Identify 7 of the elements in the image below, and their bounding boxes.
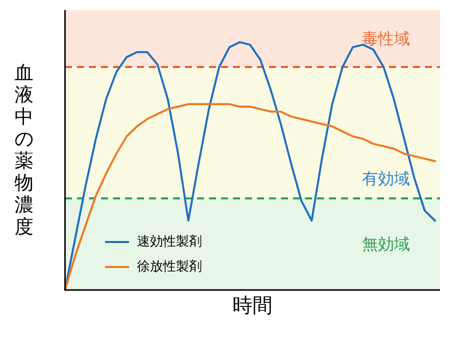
band-label: 有効域 — [362, 169, 410, 188]
legend-label: 徐放性製剤 — [137, 260, 202, 274]
band-label: 無効域 — [362, 234, 410, 254]
y-axis-title: 血液中の薬物濃度 — [14, 62, 34, 238]
legend-label: 速効性製剤 — [137, 234, 202, 250]
band-label: 毒性域 — [362, 28, 410, 48]
x-axis-title: 時間 — [232, 293, 272, 317]
